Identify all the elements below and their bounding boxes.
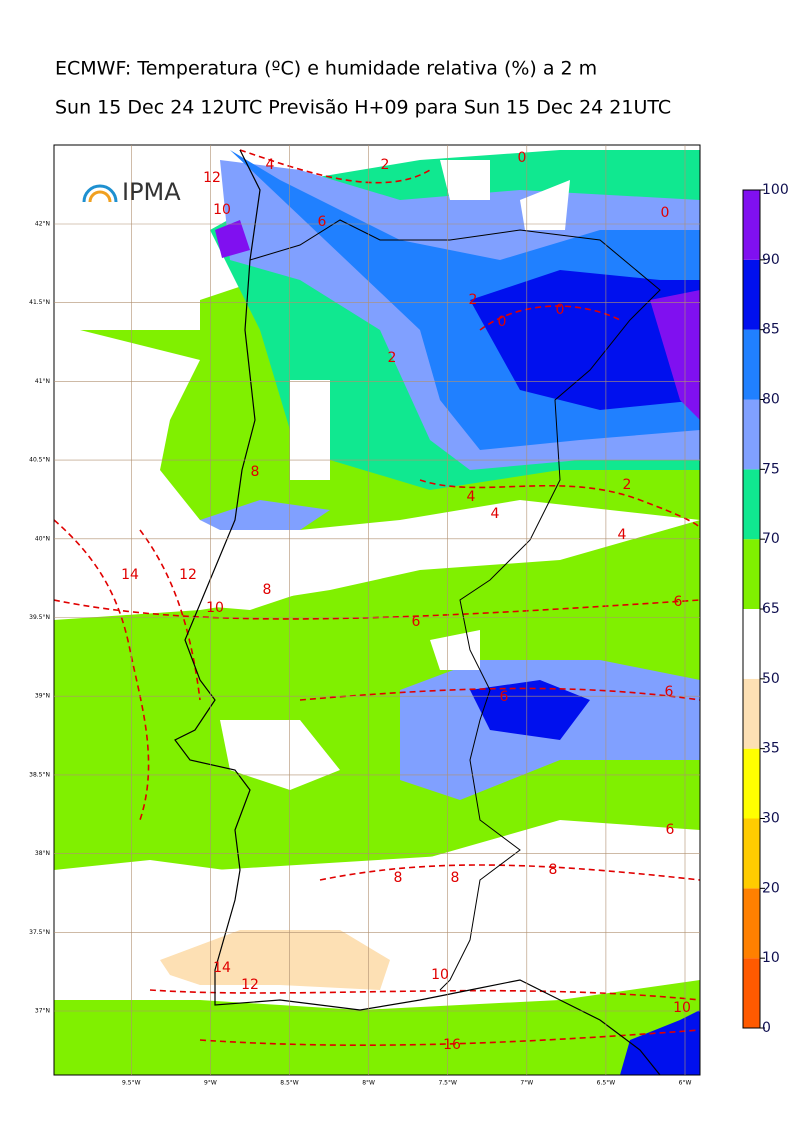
lat-tick-label: 37°N (35, 1008, 50, 1015)
contour-label: 6 (665, 684, 674, 700)
colorbar-label: 85 (762, 322, 780, 338)
logo-text: IPMA (122, 178, 181, 206)
contour-label: 6 (666, 822, 675, 838)
contour-label: 0 (661, 205, 670, 221)
colorbar-label: 0 (762, 1020, 771, 1036)
contour-label: 8 (549, 862, 558, 878)
lat-tick-label: 38.5°N (29, 771, 50, 778)
colorbar-label: 50 (762, 671, 780, 687)
subtitle: Sun 15 Dec 24 12UTC Previsão H+09 para S… (55, 97, 671, 119)
contour-label: 0 (498, 314, 507, 330)
contour-label: 10 (213, 202, 231, 218)
colorbar-segment (743, 329, 760, 400)
colorbar-label: 30 (762, 811, 780, 827)
logo: IPMA (82, 178, 181, 206)
contour-label: 12 (179, 567, 197, 583)
contour-label: 10 (431, 967, 449, 983)
lat-tick-label: 39°N (35, 693, 50, 700)
colorbar-label: 80 (762, 392, 780, 408)
lat-tick-label: 40.5°N (29, 457, 50, 464)
contour-label: 0 (556, 302, 565, 318)
colorbar-segment (743, 399, 760, 470)
colorbar-segment (743, 190, 760, 260)
contour-label: 4 (266, 157, 275, 173)
title: ECMWF: Temperatura (ºC) e humidade relat… (55, 58, 597, 80)
colorbar-label: 100 (762, 182, 789, 198)
contour-label: 6 (318, 214, 327, 230)
colorbar-segment (743, 539, 760, 609)
colorbar-segment (743, 609, 760, 679)
contour-label: 6 (500, 689, 509, 705)
map-fields (54, 145, 700, 1075)
lat-tick-label: 42°N (35, 221, 50, 228)
contour-labels: 4 2 0 0 12 10 6 2 0 0 2 8 2 4 4 4 14 12 … (121, 150, 691, 1053)
contour-label: 2 (623, 477, 632, 493)
contour-label: 2 (381, 157, 390, 173)
lon-tick-label: 9°W (204, 1080, 217, 1087)
lon-tick-label: 7.5°W (438, 1080, 457, 1087)
colorbar-segment (743, 958, 760, 1028)
lat-tick-label: 41.5°N (29, 299, 50, 306)
colorbar-label: 70 (762, 531, 780, 547)
map-frame (53, 144, 701, 1076)
colorbar-label: 65 (762, 601, 780, 617)
colorbar-segment (743, 469, 760, 540)
contour-label: 6 (674, 594, 683, 610)
colorbar-segment (743, 259, 760, 330)
lat-tick-label: 41°N (35, 378, 50, 385)
contour-label: 8 (451, 870, 460, 886)
contour-label: 4 (491, 506, 500, 522)
contour-label: 8 (263, 582, 272, 598)
contour-label: 10 (673, 1000, 691, 1016)
colorbar-label: 90 (762, 252, 780, 268)
colorbar-segment (743, 678, 760, 749)
lon-tick-label: 7°W (520, 1080, 533, 1087)
lat-tick-label: 39.5°N (29, 614, 50, 621)
lon-tick-label: 6.5°W (597, 1080, 616, 1087)
colorbar-segment (743, 748, 760, 819)
contour-label: 6 (412, 614, 421, 630)
contour-label: 12 (241, 977, 259, 993)
contour-label: 2 (469, 292, 478, 308)
lat-tick-label: 40°N (35, 535, 50, 542)
contour-label: 10 (206, 600, 224, 616)
lon-tick-label: 8°W (362, 1080, 375, 1087)
colorbar-label: 75 (762, 461, 780, 477)
contour-label: 16 (443, 1037, 461, 1053)
contour-label: 12 (203, 170, 221, 186)
colorbar-segment (743, 888, 760, 959)
lat-tick-label: 38°N (35, 850, 50, 857)
contour-label: 0 (518, 150, 527, 166)
colorbar-label: 35 (762, 741, 780, 757)
contour-label: 14 (213, 960, 231, 976)
colorbar-label: 20 (762, 880, 780, 896)
lon-tick-label: 6°W (679, 1080, 692, 1087)
lon-tick-label: 9.5°W (122, 1080, 141, 1087)
contour-label: 4 (467, 489, 476, 505)
colorbar-segment (743, 818, 760, 889)
lat-tick-label: 37.5°N (29, 929, 50, 936)
lon-tick-label: 8.5°W (280, 1080, 299, 1087)
colorbar-label: 10 (762, 950, 780, 966)
contour-label: 14 (121, 567, 139, 583)
contour-label: 2 (388, 350, 397, 366)
contour-label: 4 (618, 527, 627, 543)
contour-label: 8 (251, 464, 260, 480)
contour-label: 8 (394, 870, 403, 886)
